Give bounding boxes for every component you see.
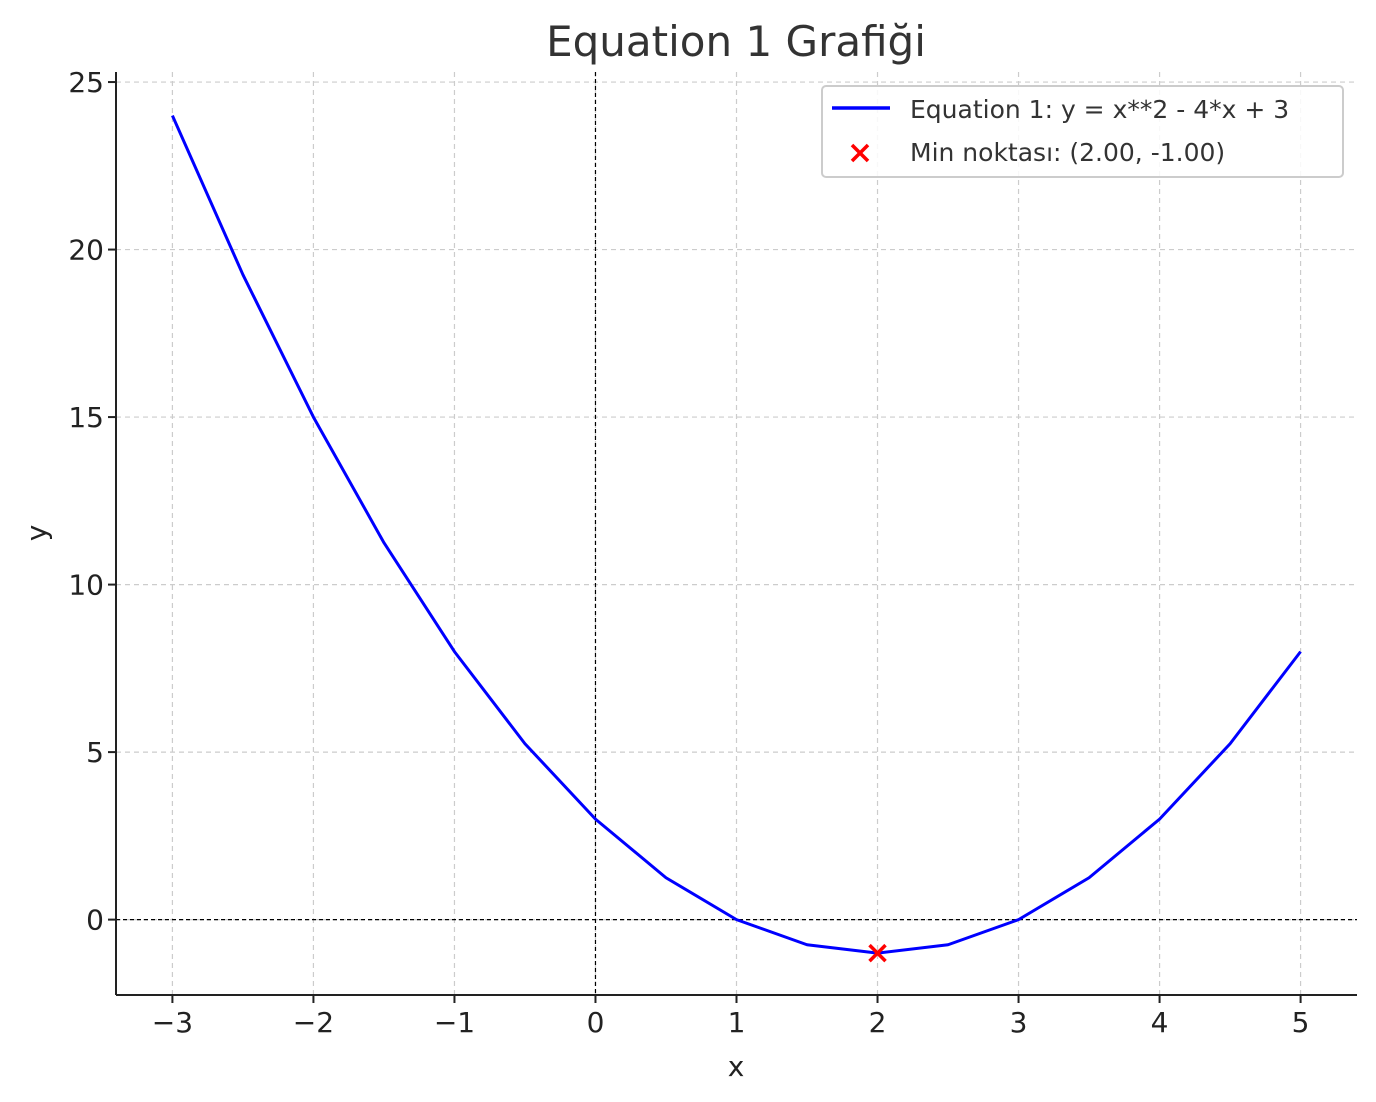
y-tick-label: 10 [68, 569, 104, 602]
x-tick-label: 0 [587, 1006, 605, 1039]
min-point-marker [868, 943, 887, 963]
x-tick-label: −1 [434, 1006, 475, 1039]
legend-entry-equation: Equation 1: y = x**2 - 4*x + 3 [910, 95, 1289, 124]
y-tick-label: 5 [86, 736, 104, 769]
x-tick-label: 1 [728, 1006, 746, 1039]
series-line-equation-1 [171, 114, 1302, 955]
reference-lines [116, 72, 1357, 995]
x-tick-label: 5 [1292, 1006, 1310, 1039]
chart-title: Equation 1 Grafiği [546, 17, 926, 66]
x-axis-ticks: −3 −2 −1 0 1 2 3 4 5 [152, 995, 1310, 1039]
legend-box [821, 85, 1344, 178]
x-tick-label: −3 [152, 1006, 193, 1039]
x-tick-label: 2 [869, 1006, 887, 1039]
x-tick-label: 3 [1010, 1006, 1028, 1039]
y-tick-label: 25 [68, 66, 104, 99]
y-axis-ticks: 0 5 10 15 20 25 [68, 66, 116, 937]
grid-lines [116, 72, 1357, 995]
plot-series [171, 114, 1302, 963]
y-axis-label: y [20, 525, 53, 542]
legend-entry-min-point: Min noktası: (2.00, -1.00) [910, 138, 1225, 167]
y-tick-label: 15 [68, 401, 104, 434]
y-tick-label: 20 [68, 234, 104, 267]
legend: Equation 1: y = x**2 - 4*x + 3 Min nokta… [821, 85, 1344, 178]
x-tick-label: −2 [293, 1006, 334, 1039]
legend-marker-swatch [850, 143, 870, 163]
x-axis-label: x [728, 1050, 745, 1083]
y-tick-label: 0 [86, 904, 104, 937]
x-tick-label: 4 [1151, 1006, 1169, 1039]
